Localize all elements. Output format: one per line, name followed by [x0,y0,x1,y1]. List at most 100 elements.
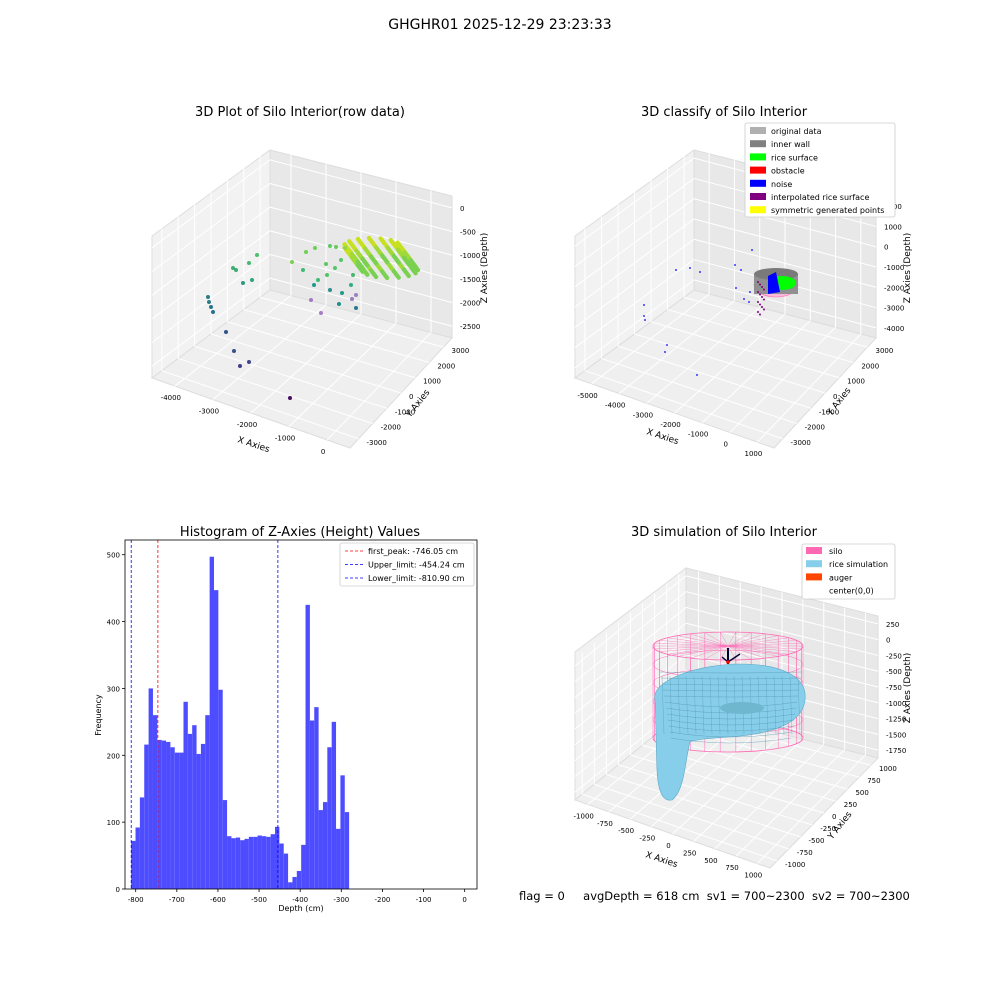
simulation-3d-xtick: 500 [704,857,717,865]
histogram-bar [144,744,149,889]
raw-point [206,295,210,299]
figure-title: GHGHR01 2025-12-29 23:23:33 [388,17,612,33]
classify-legend-label: interpolated rice surface [771,193,869,202]
simulation-3d-grid-y [606,774,801,838]
histogram-bar [139,797,145,889]
classify-3d-grid-y [634,333,826,394]
raw-3d-ztick: -2500 [460,323,480,331]
raw-point [373,274,379,280]
raw-point [247,360,251,364]
classify-3d-xtick: -1000 [688,431,708,439]
histogram-bar [227,836,232,889]
histogram-bar [170,747,175,889]
classify-legend-swatch [750,166,766,174]
raw-point [250,278,254,282]
rice-mesh-line [765,675,769,735]
classify-legend-label: symmetric generated points [771,206,884,215]
classify-legend-label: noise [771,180,792,189]
interpolated-point [763,308,765,311]
histogram-bar [157,739,162,889]
classify-3d-ytick: 1000 [847,378,865,386]
histogram-bar [283,853,289,889]
raw-point [313,246,317,250]
interpolated-point [759,313,761,316]
histogram-bars [131,556,350,889]
histogram-bar [275,826,280,889]
raw-3d-ytick: 1000 [423,378,441,386]
simulation-3d-pane-floor [573,709,879,869]
classify-3d-ytick: -1000 [819,408,839,416]
silo-spoke [720,631,729,647]
histogram-bar [148,688,153,889]
classify-3d-grid-z [693,198,877,248]
histogram-ytick: 500 [107,552,120,560]
silo-spoke [704,645,729,660]
classify-3d-xtick: 1000 [745,450,763,458]
raw-point [288,396,292,400]
raw-3d-grid-y [210,333,402,394]
status-line: flag = 0 avgDepth = 618 cm sv1 = 700~230… [519,889,910,903]
simulation-legend-label: rice simulation [829,560,888,569]
raw-point [209,305,213,309]
raw-3d-ztick: -1000 [460,252,480,260]
histogram-xtick: -400 [292,896,308,904]
raw-3d-ztick: -1500 [460,276,480,284]
raw-point [325,273,329,277]
simulation-3d-ztick: 0 [886,637,890,645]
interpolated-point [757,281,759,283]
raw-point [396,275,401,280]
simulation-3d-ztick: -1500 [886,731,906,739]
classify-3d-grid-y [584,370,783,440]
raw-3d-ytick: -3000 [367,439,387,447]
raw-3d-grid-y [178,357,373,425]
raw-point [351,273,355,277]
classify-3d-ztick: 1000 [884,223,902,231]
classify-3d-legend: original data inner wall rice surface obsta… [744,122,896,218]
classify-3d-ytick: 3000 [876,347,894,355]
classify-3d-ztick: -4000 [884,325,904,333]
classify-3d-ytick: 2000 [861,362,879,370]
histogram-bar [205,715,210,889]
silo-spoke [727,640,797,647]
histogram-xtick: -800 [128,896,144,904]
raw-3d-ticks: -4000 -3000 -2000 -1000 0 -3000 -2000 -1000 0 100… [161,205,481,456]
histogram-xtick: -300 [333,896,349,904]
raw-point [247,261,251,265]
histogram-bar [179,752,184,889]
simulation-3d-ytick: -1000 [785,861,805,869]
histogram-xtick: -200 [374,896,390,904]
histogram-xtick: -700 [169,896,185,904]
rice-mesh-line [669,675,673,735]
raw-point [413,264,418,269]
classify-3d-grid-y [601,357,797,425]
silo-spoke [727,635,779,647]
raw-3d-xtick: -2000 [237,421,257,429]
rice-mesh-line [669,731,793,738]
silo-spoke [727,642,802,647]
histogram-bar [279,843,284,889]
raw-point [340,291,344,295]
silo-spoke [704,632,729,647]
histogram-bar [322,802,328,889]
raw-point [339,258,343,262]
simulation-3d-ytick: 500 [855,789,868,797]
raw-3d-points [206,235,421,400]
raw-point [337,302,341,306]
histogram-title: Histogram of Z-Axies (Height) Values [180,525,420,540]
histogram-bar [196,753,201,889]
classify-3d-xtick: -5000 [577,392,597,400]
classify-legend-swatch [750,127,766,134]
raw-3d-grid-z2 [151,254,271,343]
histogram-bar [218,689,223,889]
simulation-3d-zlabel: Z Axies (Depth) [903,653,913,724]
noise-point [735,287,737,289]
rice-mesh-line [677,675,681,735]
rice-depression [720,702,764,714]
classify-3d-title: 3D classify of Silo Interior [641,105,808,120]
histogram-bar [340,775,345,889]
raw-point [241,281,245,285]
simulation-3d-ztick: -750 [886,684,902,692]
simulation-3d-grid-y [618,764,813,826]
simulation-3d-xlabel: X Axies [644,850,679,870]
